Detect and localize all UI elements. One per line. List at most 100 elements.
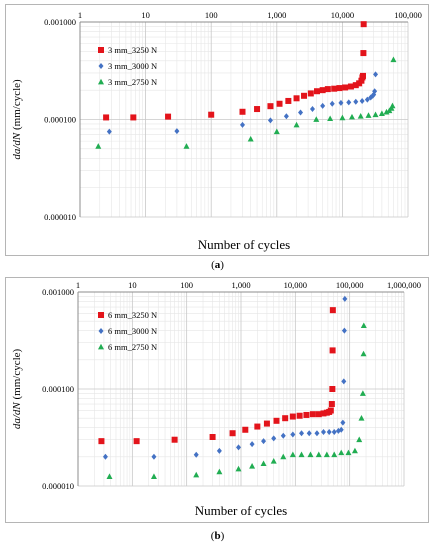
chart-a-data-point: [372, 111, 379, 118]
chart-a-data-point: [301, 92, 308, 99]
chart-b-data-point: [249, 441, 255, 448]
chart-a-y-tick-label: 0.000010: [44, 212, 76, 222]
chart-b-data-point: [254, 423, 261, 430]
chart-b-data-point: [309, 411, 316, 418]
chart-a-data-point: [293, 95, 300, 102]
chart-b-data-point: [290, 431, 296, 438]
chart-b-data-point: [329, 307, 336, 314]
chart-b-legend-label: 6 mm_3000 N: [108, 326, 157, 336]
chart-b-data-point: [340, 419, 346, 426]
chart-b-data-point: [345, 449, 352, 456]
chart-b-x-tick-label: 1,000: [231, 280, 250, 290]
chart-a-data-point: [364, 96, 370, 103]
chart-b-series-2: [106, 322, 367, 479]
chart-b-data-point: [216, 468, 223, 475]
chart-a-y-tick-label: 0.000100: [44, 115, 76, 125]
chart-b-data-point: [341, 378, 347, 385]
chart-b-x-tick-label: 1,000,000: [387, 280, 421, 290]
chart-b-data-point: [323, 451, 330, 458]
chart-a-x-tick-label: 100,000: [394, 10, 422, 20]
chart-b-y-tick-label: 0.000100: [42, 384, 74, 394]
chart-b-data-point: [338, 426, 344, 433]
chart-b-data-point: [289, 451, 296, 458]
chart-panel-a: 1 10 100 1,000 10,000 100,000 0.000010 0.000100…: [5, 4, 429, 256]
chart-a-data-point: [276, 100, 283, 107]
chart-a-data-point: [389, 102, 396, 109]
chart-b-svg: 1 10 100 1,000 10,000 100,000 1,000,000 0.00001…: [11, 280, 421, 518]
chart-a-series-0: [103, 21, 367, 121]
chart-b-x-tick-label: 10: [128, 280, 137, 290]
chart-a-data-point: [331, 85, 338, 92]
chart-b-data-point: [328, 401, 335, 408]
chart-a-data-point: [390, 56, 397, 63]
chart-a-y-axis-title: da/dN (mm/cycle): [11, 79, 23, 160]
chart-b-data-point: [329, 347, 336, 354]
chart-a-data-point: [319, 87, 326, 94]
chart-a-data-point: [353, 98, 359, 105]
chart-b-legend-marker: [98, 343, 104, 350]
chart-b-legend-label: 6 mm_2750 N: [108, 342, 157, 352]
chart-b-data-point: [326, 429, 332, 436]
chart-b-data-point: [307, 451, 314, 458]
chart-a-data-point: [372, 88, 378, 95]
chart-a-data-point: [378, 110, 385, 116]
chart-b-data-point: [289, 413, 296, 420]
chart-b-data-point: [150, 473, 157, 479]
chart-b-data-point: [261, 438, 267, 445]
chart-b-data-point: [359, 390, 366, 396]
chart-a-x-tick-label: 1: [78, 10, 82, 20]
chart-b-legend-marker: [98, 312, 104, 318]
chart-b-y-tick-label: 0.001000: [42, 287, 74, 297]
chart-b-x-axis-title: Number of cycles: [195, 503, 287, 518]
chart-a-data-point: [352, 82, 359, 89]
chart-a-x-tick-label: 1,000: [267, 10, 286, 20]
chart-a-data-point: [346, 99, 352, 106]
chart-b-data-point: [280, 432, 286, 439]
chart-b-data-point: [106, 473, 113, 479]
chart-a-data-point: [307, 90, 314, 97]
chart-b-data-point: [236, 444, 242, 451]
chart-a-data-point: [208, 111, 215, 118]
chart-b-data-point: [342, 295, 348, 302]
chart-a-data-point: [348, 113, 355, 120]
chart-a-data-point: [106, 128, 112, 135]
chart-b-legend-label: 6 mm_3250 N: [108, 310, 157, 320]
chart-a-data-point: [247, 135, 254, 142]
chart-a-data-point: [174, 128, 180, 135]
chart-a-data-point: [313, 88, 320, 95]
chart-b-data-point: [260, 460, 267, 467]
chart-a-data-point: [320, 102, 326, 109]
chart-b-data-point: [249, 463, 256, 469]
chart-b-data-point: [263, 420, 270, 427]
chart-b-data-point: [360, 322, 367, 329]
chart-a-svg: 1 10 100 1,000 10,000 100,000 0.000010 0.000100…: [11, 10, 422, 252]
chart-b-data-point: [327, 407, 334, 414]
chart-b-data-point: [299, 430, 305, 437]
chart-b-data-point: [329, 386, 336, 392]
chart-a-data-point: [273, 128, 280, 135]
chart-b-data-point: [193, 471, 200, 478]
chart-a-data-point: [327, 115, 334, 122]
chart-b-data-point: [209, 434, 216, 441]
chart-a-data-point: [313, 116, 320, 122]
chart-b-y-axis-title: da/dN (mm/cycle): [11, 348, 23, 429]
chart-b-data-point: [321, 429, 327, 436]
chart-b-data-point: [271, 435, 277, 442]
chart-b-data-point: [280, 453, 287, 460]
chart-a-data-point: [95, 143, 102, 149]
subfigure-caption-b: (b): [210, 530, 225, 542]
chart-a-legend-marker: [98, 47, 104, 53]
chart-a-data-point: [254, 106, 261, 113]
chart-a-data-point: [267, 117, 273, 124]
chart-b-data-point: [235, 465, 242, 472]
chart-a-data-point: [365, 112, 372, 118]
chart-b-data-point: [306, 430, 312, 437]
subfigure-label-a: a: [214, 259, 221, 271]
chart-b-data-point: [341, 327, 347, 334]
chart-a-y-tick-label: 0.001000: [44, 17, 76, 27]
chart-b-data-point: [273, 417, 280, 424]
chart-b-data-point: [216, 447, 222, 454]
chart-b-data-point: [98, 438, 105, 445]
chart-panel-b: 1 10 100 1,000 10,000 100,000 1,000,000 0.00001…: [5, 277, 429, 523]
chart-a-data-point: [285, 97, 292, 104]
